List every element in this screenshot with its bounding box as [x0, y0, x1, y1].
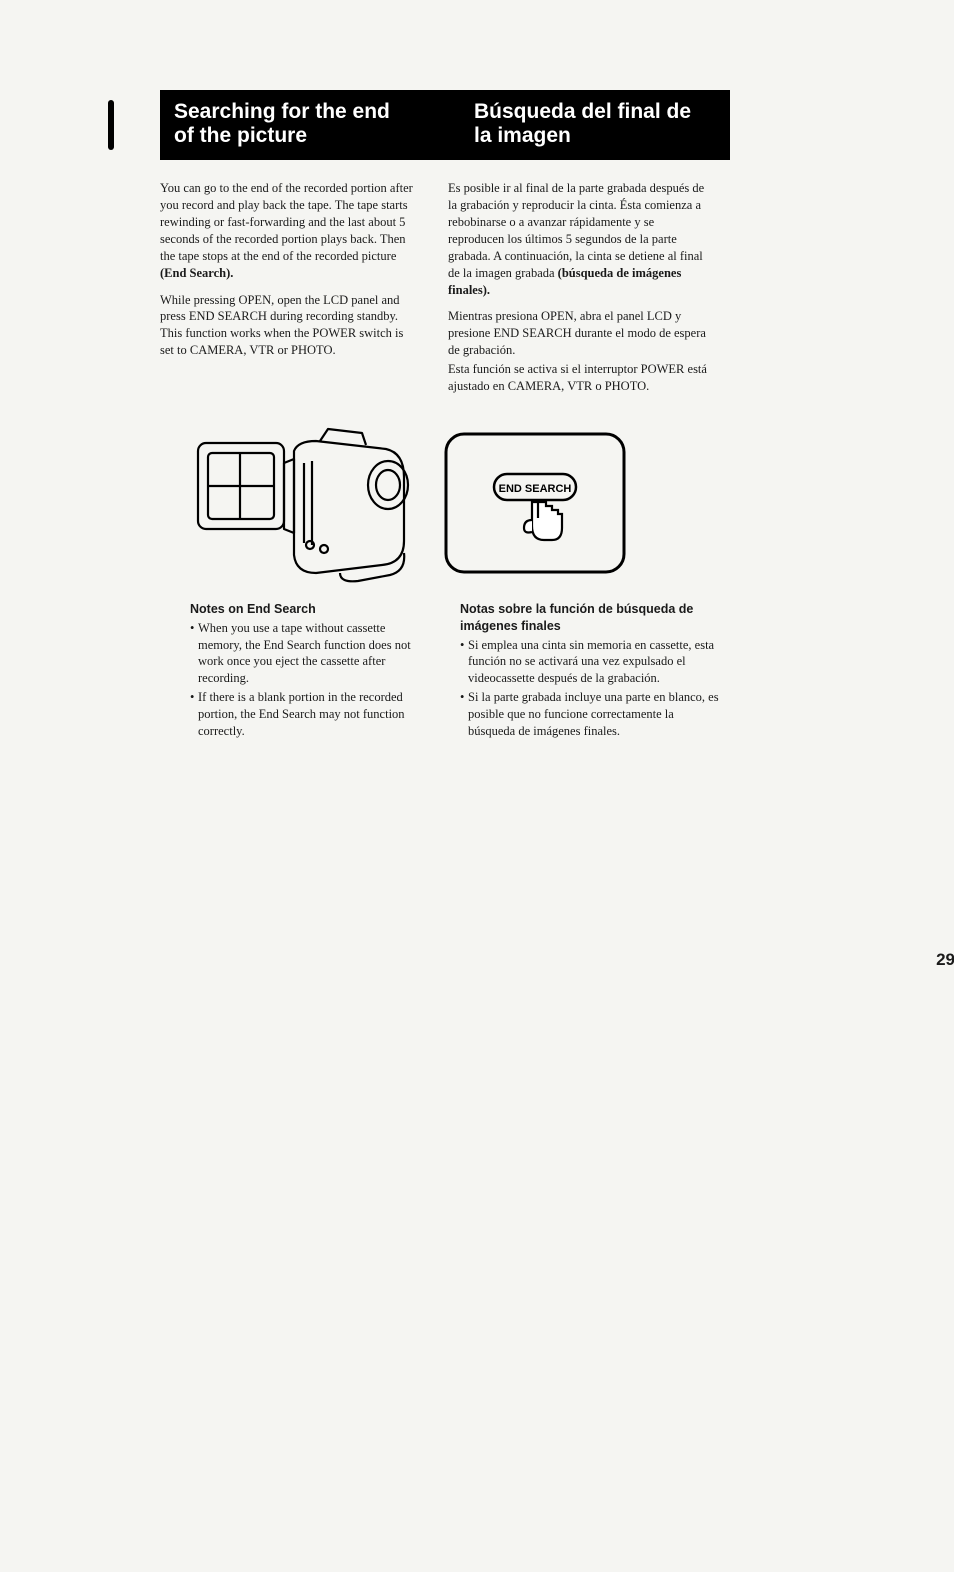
es-bullet-1: • Si emplea una cinta sin memoria en cas… — [460, 637, 722, 688]
en-bullet-1: • When you use a tape without cassette m… — [190, 620, 432, 688]
camcorder-illustration — [190, 423, 420, 583]
es-para-2: Mientras presiona OPEN, abra el panel LC… — [448, 308, 708, 359]
figure-row: END SEARCH — [190, 423, 860, 583]
title-es-line1: Búsqueda del final de — [474, 100, 691, 123]
endsearch-callout: END SEARCH — [440, 428, 630, 578]
endsearch-button-label: END SEARCH — [499, 483, 572, 495]
es-para-1: Es posible ir al final de la parte graba… — [448, 180, 708, 298]
title-en-line2: of the picture — [174, 124, 307, 147]
en-notes-heading: Notes on End Search — [190, 601, 432, 618]
en-para-1: You can go to the end of the recorded po… — [160, 180, 420, 281]
title-en-line1: Searching for the end — [174, 100, 390, 123]
en-para-2: While pressing OPEN, open the LCD panel … — [160, 292, 420, 360]
en-bullet-2: • If there is a blank portion in the rec… — [190, 689, 432, 740]
notes-english: Notes on End Search • When you use a tap… — [190, 601, 432, 742]
title-es-line2: la imagen — [474, 124, 571, 147]
column-spanish: Es posible ir al final de la parte graba… — [448, 180, 708, 405]
es-para-3: Esta función se activa si el interruptor… — [448, 361, 708, 395]
notes-columns: Notes on End Search • When you use a tap… — [160, 601, 860, 742]
body-columns: You can go to the end of the recorded po… — [160, 180, 860, 405]
spiral-binding-mark — [108, 100, 114, 150]
title-english: Searching for the end of the picture — [160, 90, 460, 160]
page-number: 29 — [936, 950, 954, 970]
title-spanish: Búsqueda del final de la imagen — [460, 90, 730, 160]
title-row: Searching for the end of the picture Bús… — [160, 90, 860, 160]
column-english: You can go to the end of the recorded po… — [160, 180, 420, 405]
manual-page: Searching for the end of the picture Bús… — [160, 90, 860, 742]
es-notes-heading: Notas sobre la función de búsqueda de im… — [460, 601, 722, 635]
es-bullet-2: • Si la parte grabada incluye una parte … — [460, 689, 722, 740]
notes-spanish: Notas sobre la función de búsqueda de im… — [460, 601, 722, 742]
